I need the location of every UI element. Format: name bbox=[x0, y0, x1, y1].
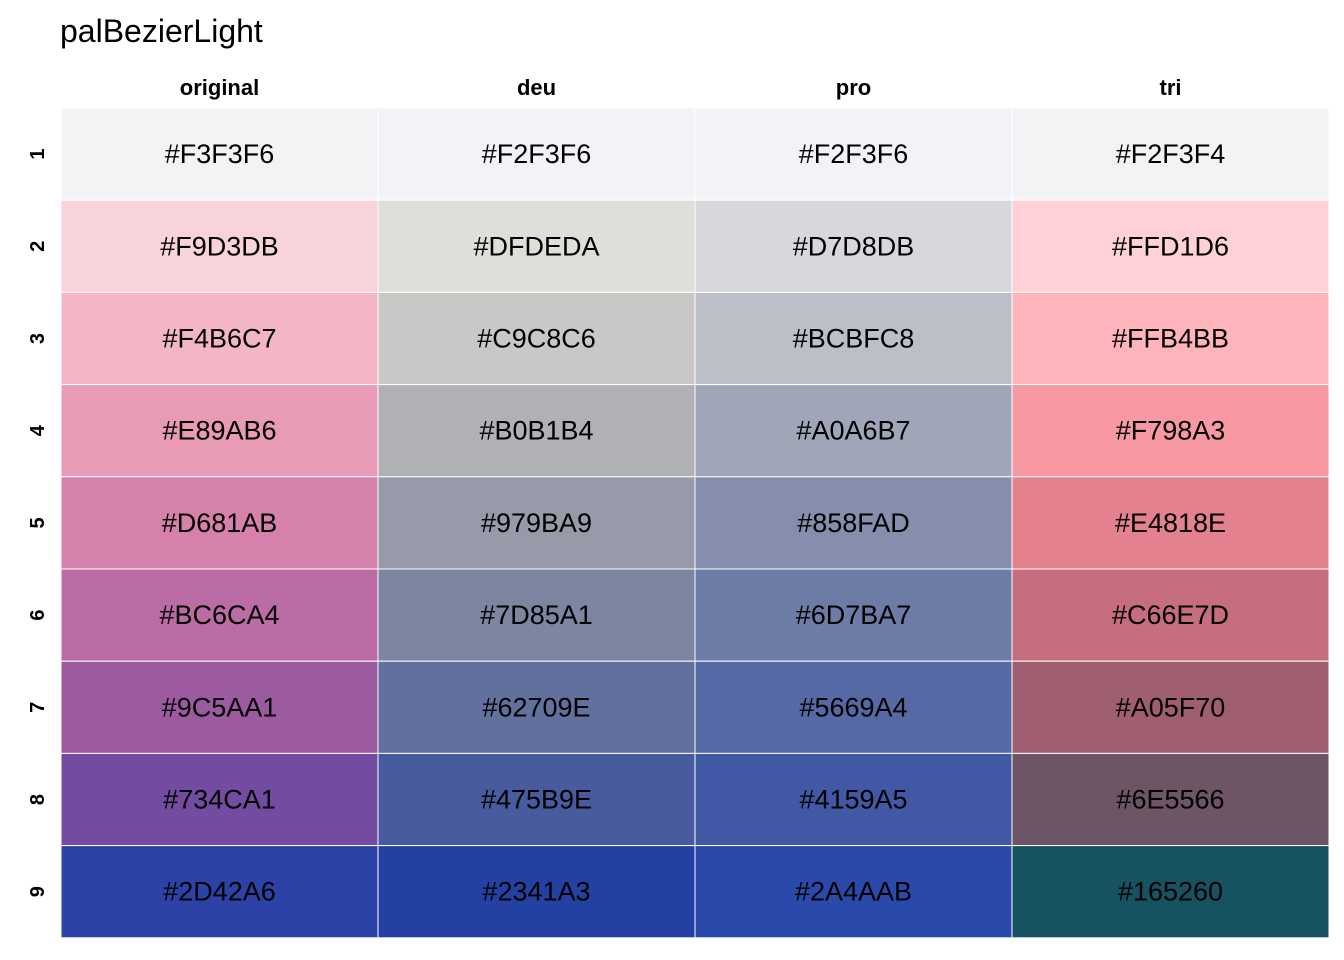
column-label-pro: pro bbox=[836, 75, 871, 100]
color-cell bbox=[1011, 845, 1330, 939]
color-cell-label: #F2F3F6 bbox=[799, 139, 909, 169]
color-cell-label: #2A4AAB bbox=[795, 877, 912, 907]
color-cell bbox=[60, 107, 379, 201]
color-cell-label: #DFDEDA bbox=[473, 231, 599, 261]
row-label-4: 4 bbox=[27, 424, 49, 436]
color-cell-label: #F4B6C7 bbox=[162, 324, 276, 354]
color-cell bbox=[377, 291, 696, 386]
color-cell-label: #734CA1 bbox=[163, 785, 276, 815]
color-cell bbox=[694, 660, 1013, 754]
color-cell-label: #2341A3 bbox=[482, 877, 590, 907]
color-cell bbox=[694, 752, 1013, 847]
color-cell bbox=[1011, 291, 1330, 386]
column-label-tri: tri bbox=[1160, 75, 1182, 100]
color-cell bbox=[377, 845, 696, 939]
color-cell-label: #F3F3F6 bbox=[165, 139, 275, 169]
color-cell-label: #5669A4 bbox=[799, 692, 907, 722]
color-cell-label: #D7D8DB bbox=[793, 231, 915, 261]
color-cell-label: #E4818E bbox=[1115, 508, 1226, 538]
color-cell-label: #E89AB6 bbox=[162, 416, 276, 446]
color-cell bbox=[694, 845, 1013, 939]
color-cell bbox=[694, 568, 1013, 662]
color-cell bbox=[1011, 476, 1330, 570]
color-cell-label: #F2F3F6 bbox=[482, 139, 592, 169]
color-cell bbox=[1011, 568, 1330, 662]
color-cell bbox=[377, 199, 696, 293]
color-cell-label: #BC6CA4 bbox=[159, 600, 279, 630]
color-cell-label: #FFD1D6 bbox=[1112, 231, 1229, 261]
row-label-2: 2 bbox=[27, 241, 49, 252]
color-cell bbox=[694, 384, 1013, 478]
color-cell-label: #62709E bbox=[482, 692, 590, 722]
color-cell bbox=[377, 476, 696, 570]
color-cell-label: #165260 bbox=[1118, 877, 1223, 907]
row-label-5: 5 bbox=[27, 517, 49, 528]
color-cell bbox=[60, 568, 379, 662]
color-cell-label: #D681AB bbox=[162, 508, 278, 538]
color-cell-label: #F9D3DB bbox=[160, 231, 279, 261]
row-label-6: 6 bbox=[27, 610, 49, 621]
color-cell-label: #979BA9 bbox=[481, 508, 592, 538]
color-cell bbox=[1011, 660, 1330, 754]
color-cell-label: #F798A3 bbox=[1116, 416, 1226, 446]
color-cell-label: #C9C8C6 bbox=[477, 324, 596, 354]
color-cell-label: #9C5AA1 bbox=[162, 692, 278, 722]
color-cell-label: #7D85A1 bbox=[480, 600, 593, 630]
column-labels: original deu pro tri bbox=[180, 75, 1182, 100]
color-cell bbox=[60, 199, 379, 293]
color-cell bbox=[377, 384, 696, 478]
color-cell-label: #A05F70 bbox=[1116, 692, 1226, 722]
color-cell bbox=[1011, 107, 1330, 201]
color-cell-label: #FFB4BB bbox=[1112, 324, 1229, 354]
color-cells: #F3F3F6 #F2F3F6 #F2F3F6 #F2F3F4 #F9D3DB #DFDE… bbox=[60, 107, 1330, 939]
color-cell-label: #2D42A6 bbox=[163, 877, 276, 907]
color-cell-label: #858FAD bbox=[797, 508, 910, 538]
color-cell bbox=[694, 107, 1013, 201]
color-cell bbox=[60, 476, 379, 570]
color-cell-label: #6D7BA7 bbox=[796, 600, 912, 630]
chart-title: palBezierLight bbox=[60, 13, 263, 49]
color-cell-label: #BCBFC8 bbox=[793, 324, 915, 354]
color-cell bbox=[60, 752, 379, 847]
row-label-1: 1 bbox=[27, 149, 49, 160]
color-cell-label: #F2F3F4 bbox=[1116, 139, 1226, 169]
color-cell bbox=[60, 384, 379, 478]
color-cell bbox=[1011, 384, 1330, 478]
color-cell bbox=[377, 107, 696, 201]
row-label-8: 8 bbox=[27, 794, 49, 805]
color-cell-label: #C66E7D bbox=[1112, 600, 1229, 630]
color-cell-label: #6E5566 bbox=[1116, 785, 1224, 815]
row-label-3: 3 bbox=[27, 333, 49, 344]
color-cell-label: #A0A6B7 bbox=[796, 416, 910, 446]
row-label-9: 9 bbox=[27, 886, 49, 897]
column-label-deu: deu bbox=[517, 75, 556, 100]
color-cell bbox=[1011, 199, 1330, 293]
color-cell-label: #475B9E bbox=[481, 785, 592, 815]
color-cell-label: #4159A5 bbox=[799, 785, 907, 815]
row-labels: 1 2 3 4 5 6 7 8 9 bbox=[27, 149, 49, 898]
column-label-original: original bbox=[180, 75, 259, 100]
color-cell bbox=[60, 660, 379, 754]
color-cell-label: #B0B1B4 bbox=[479, 416, 593, 446]
color-cell bbox=[694, 476, 1013, 570]
color-cell bbox=[377, 568, 696, 662]
row-label-7: 7 bbox=[27, 702, 49, 713]
